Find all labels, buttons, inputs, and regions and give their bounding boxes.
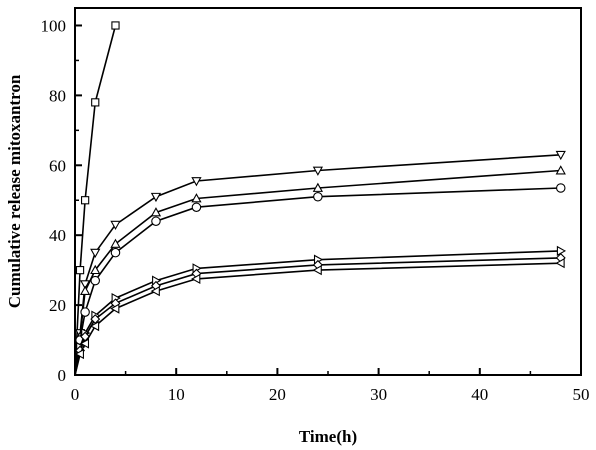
point-triangle-down (90, 248, 101, 258)
point-circle (151, 216, 161, 226)
point-triangle-up (110, 238, 121, 248)
point-triangle-down (555, 150, 566, 161)
point-triangle-left (110, 303, 120, 314)
series-square (74, 21, 120, 376)
point-triangle-up (191, 193, 202, 203)
series-line (74, 257, 561, 376)
x-tick-label: 50 (573, 385, 590, 404)
point-circle (90, 275, 100, 286)
point-circle (313, 191, 323, 202)
point-triangle-left (89, 320, 100, 332)
y-tick-label: 100 (41, 16, 67, 35)
point-circle (556, 183, 566, 193)
point-circle (80, 307, 90, 317)
series-triangle-up (74, 165, 566, 376)
point-triangle-down (312, 166, 324, 176)
axis-ticks: 0 10 20 30 40 50 0 20 40 60 80 100 (41, 16, 590, 404)
x-tick-label: 0 (71, 385, 80, 404)
y-tick-label: 40 (49, 226, 66, 245)
point-triangle-up (150, 207, 162, 217)
x-tick-label: 40 (471, 385, 488, 404)
series-triangle-left (74, 258, 565, 376)
series-circle (74, 183, 566, 376)
point-triangle-left (79, 338, 90, 349)
point-triangle-left (74, 348, 84, 360)
point-triangle-up (312, 182, 324, 192)
series-line (74, 187, 561, 376)
y-axis-title: Cumulative release mitoxantron (5, 74, 24, 308)
point-triangle-up (79, 285, 91, 296)
series-group (74, 21, 567, 376)
y-tick-label: 60 (49, 156, 66, 175)
point-triangle-down (79, 280, 91, 290)
point-triangle-left (150, 285, 160, 297)
point-square (81, 196, 90, 205)
point-circle (191, 202, 202, 212)
y-tick-label: 20 (49, 296, 66, 315)
series-line (74, 262, 561, 376)
plot-frame (74, 7, 582, 376)
plot-border (74, 7, 582, 376)
point-square (75, 266, 85, 275)
point-triangle-down (110, 220, 121, 231)
x-axis-title: Time(h) (299, 427, 357, 446)
x-tick-label: 30 (370, 385, 387, 404)
x-tick-label: 20 (269, 385, 286, 404)
y-tick-label: 0 (58, 366, 67, 385)
point-triangle-down (191, 177, 202, 187)
point-triangle-right (556, 245, 567, 257)
point-square (111, 21, 120, 30)
point-triangle-up (555, 165, 566, 175)
point-triangle-left (555, 258, 565, 269)
point-square (91, 98, 100, 107)
x-tick-label: 10 (168, 385, 185, 404)
point-triangle-left (191, 273, 201, 285)
point-triangle-left (312, 265, 322, 276)
point-triangle-down (150, 192, 162, 203)
y-tick-label: 80 (49, 86, 66, 105)
point-circle (110, 247, 121, 258)
point-triangle-up (90, 264, 101, 275)
